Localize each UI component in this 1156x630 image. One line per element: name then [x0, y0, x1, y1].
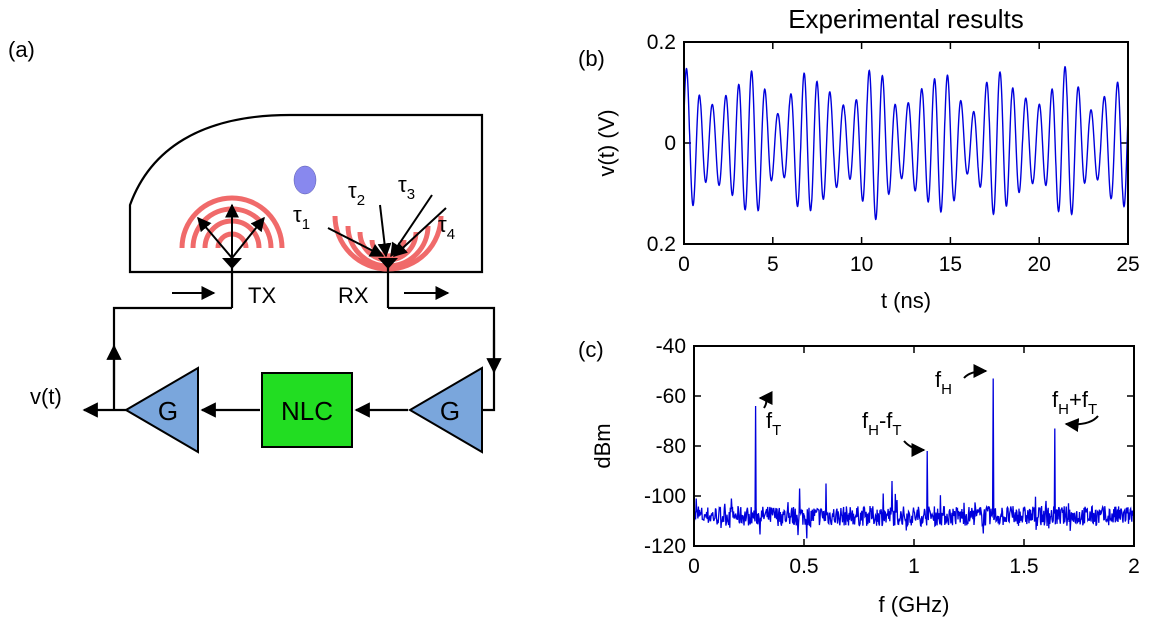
- nlc-block: [261, 372, 353, 448]
- panel-c-spectrum: [693, 378, 1135, 539]
- panel-c-ytick-label: -120: [644, 535, 686, 558]
- rx-label: RX: [338, 283, 369, 308]
- panel-b-xtick-label: 5: [767, 253, 779, 276]
- panel-c-ytick-label: -60: [656, 385, 686, 408]
- panel-c-label: (c): [578, 337, 604, 362]
- annotation-fT: fT: [766, 408, 781, 439]
- panel-b-label: (b): [578, 46, 605, 71]
- panel-b-xtick-label: 25: [1116, 253, 1139, 276]
- panel-b-xtick-label: 20: [1028, 253, 1051, 276]
- tau-2-label: τ2: [348, 178, 365, 209]
- tau-1-label: τ1: [293, 202, 310, 233]
- panel-c-xtick-label: 0: [688, 555, 700, 578]
- panel-c-ytick-label: -100: [644, 485, 686, 508]
- annotation-fH-fT-arrow: [903, 440, 926, 457]
- panel-c-ytick-label: -40: [656, 335, 686, 358]
- annotation-fH+fT: fH+fT: [1052, 387, 1097, 418]
- panel-b-ticks: 0 5 10 15 20 250.200.2: [647, 31, 1140, 276]
- panel-a: (a): [8, 37, 502, 454]
- panel-c-frame: [693, 345, 1135, 547]
- room-enclosure: [128, 113, 484, 274]
- target-object: [293, 165, 317, 195]
- amplifier-right-label: G: [440, 396, 460, 426]
- panel-a-label: (a): [8, 37, 35, 62]
- amplifier-left-label: G: [158, 396, 178, 426]
- tx-label: TX: [248, 283, 276, 308]
- panel-b-ytick-label: 0.2: [647, 233, 676, 256]
- panel-c-ticks: 0 0.5 1 1.5 2 -40 -60 -80 -100 -120: [644, 335, 1140, 578]
- output-label: v(t): [30, 384, 62, 409]
- panel-c-xtick-label: 1.5: [1009, 555, 1038, 578]
- panel-c-xlabel: f (GHz): [879, 592, 950, 617]
- rx-ray-arrows: [327, 194, 447, 258]
- panel-b-xtick-label: 15: [939, 253, 962, 276]
- panel-b-xlabel: t (ns): [881, 288, 931, 313]
- panel-c-xtick-label: 0.5: [789, 555, 818, 578]
- tau-4-label: τ4: [438, 212, 455, 243]
- panel-c-ytick-label: -80: [656, 435, 686, 458]
- panel-c-xtick-label: 2: [1128, 555, 1140, 578]
- panel-b: Experimental results (b) 0 5 10 15 20 250.200…: [578, 4, 1140, 313]
- annotation-fT-arrow: [758, 391, 773, 409]
- panel-c-ylabel: dBm: [590, 423, 615, 468]
- panel-c: (c) 0 0.5 1 1.5 2 -40 -60 -80 -100 -120 f (GHz) d…: [578, 335, 1140, 617]
- figure-title: Experimental results: [788, 4, 1024, 34]
- annotation-fH+fT-arrow: [1064, 415, 1099, 433]
- amplifier-left: [124, 366, 199, 454]
- annotation-fH-fT: fH-fT: [862, 408, 902, 439]
- nlc-label: NLC: [281, 396, 333, 426]
- panel-b-waveform: [683, 65, 1129, 221]
- panel-b-xtick-label: 0: [678, 253, 690, 276]
- amplifier-right: [408, 366, 483, 454]
- panel-b-ylabel: v(t) (V): [594, 109, 619, 176]
- panel-b-frame: [683, 41, 1129, 245]
- panel-b-ytick-label: 0: [664, 132, 676, 155]
- panel-c-xtick-label: 1: [908, 555, 920, 578]
- annotation-fH: fH: [935, 367, 952, 398]
- tx-ray-arrows: [197, 203, 265, 259]
- annotation-fH-arrow: [963, 364, 988, 379]
- panel-b-ytick-label: 0.2: [647, 31, 676, 54]
- panel-b-xtick-label: 10: [850, 253, 873, 276]
- tau-3-label: τ3: [398, 172, 415, 203]
